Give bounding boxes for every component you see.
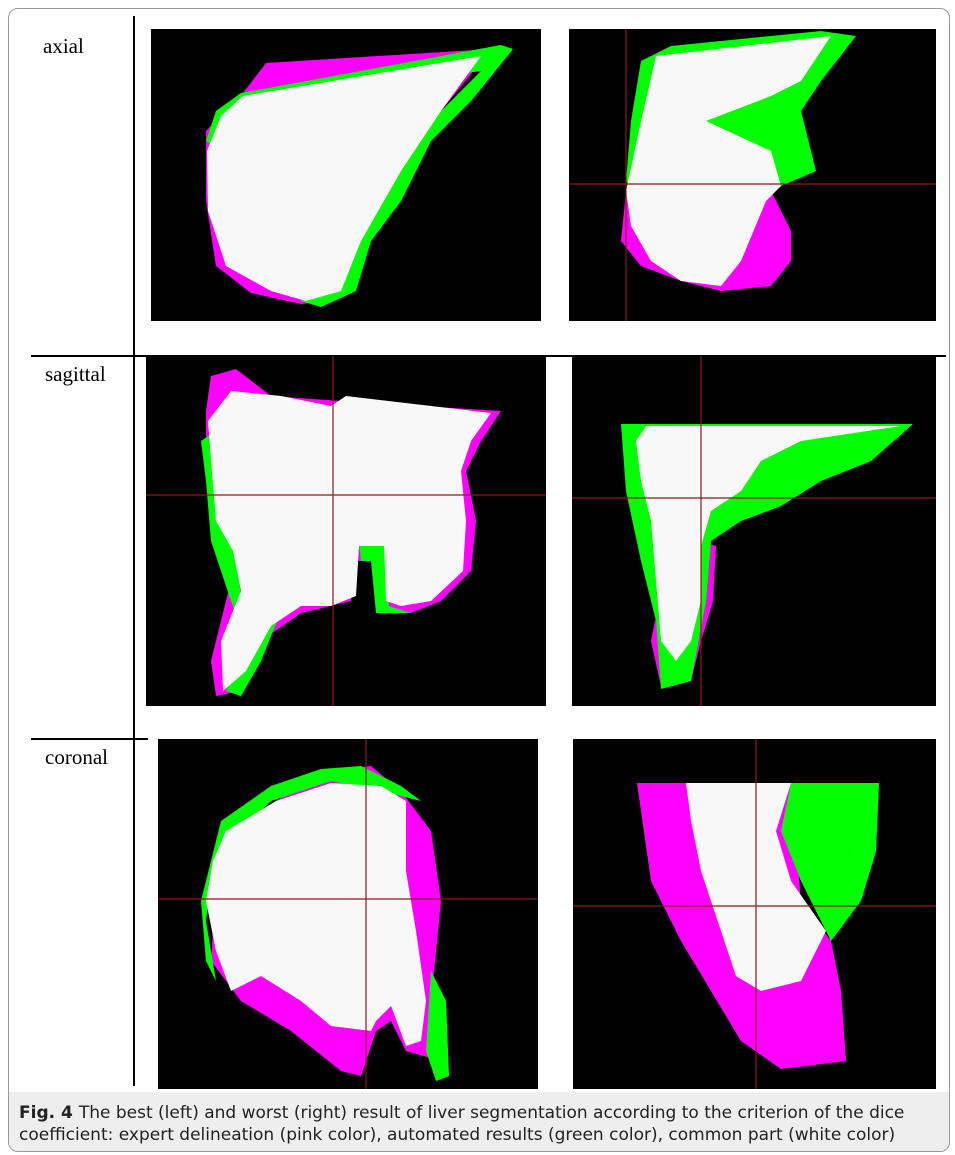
figure: axial sagittal coronal — [8, 8, 950, 1152]
segmentation-image — [573, 739, 936, 1089]
row-label: coronal — [45, 745, 108, 769]
segmentation-image — [569, 29, 936, 321]
segmentation-image — [151, 29, 541, 321]
segmentation-image — [146, 356, 546, 706]
caption-label: Fig. 4 — [19, 1103, 73, 1123]
segmentation-image — [158, 739, 538, 1089]
caption-text: The best (left) and worst (right) result… — [19, 1103, 904, 1145]
figure-panels: axial sagittal coronal — [9, 9, 949, 1094]
segmentation-image — [572, 356, 936, 706]
row-label: axial — [43, 34, 84, 58]
row-label: sagittal — [45, 362, 106, 386]
